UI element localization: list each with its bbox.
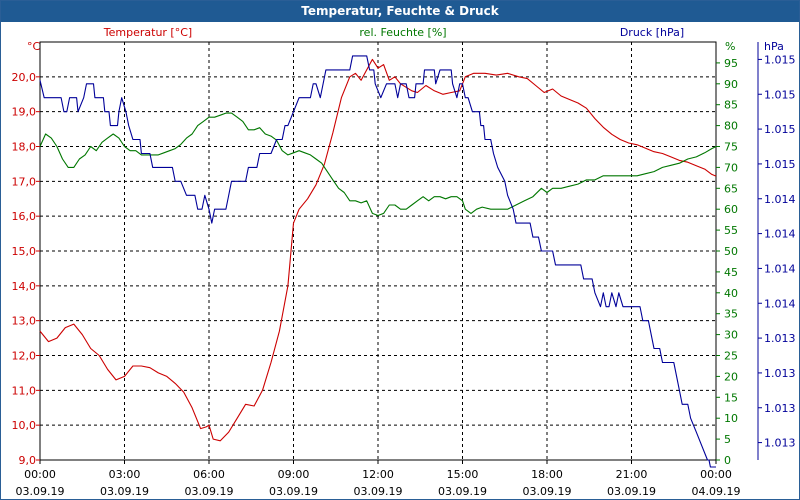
y-label-temperature: 14,0 xyxy=(12,280,37,293)
y-label-temperature: 16,0 xyxy=(12,210,37,223)
legend-pressure: Druck [hPa] xyxy=(620,26,684,39)
x-tick-date: 03.09.19 xyxy=(269,485,318,498)
y-label-pressure: 1.013 xyxy=(764,332,796,345)
y-label-pressure: 1.013 xyxy=(764,402,796,415)
y-label-humidity: 90 xyxy=(724,78,738,91)
y-label-humidity: 75 xyxy=(724,141,738,154)
y-label-temperature: 11,0 xyxy=(12,384,37,397)
y-label-pressure: 1.014 xyxy=(764,297,796,310)
y-label-humidity: 25 xyxy=(724,350,738,363)
y-label-humidity: 95 xyxy=(724,57,738,70)
y-label-humidity: 55 xyxy=(724,224,738,237)
y-label-pressure: 1.013 xyxy=(764,437,796,450)
series-humidity xyxy=(39,112,717,217)
grid-lines xyxy=(40,42,716,460)
series-pressure xyxy=(39,55,716,468)
chart-title: Temperatur, Feuchte & Druck xyxy=(1,1,799,22)
x-tick-time: 09:00 xyxy=(278,468,310,481)
x-tick-date: 04.09.19 xyxy=(692,485,741,498)
axis-labels: 00:00 03.09.19 03:00 03.09.19 06:00 03.09.19 0… xyxy=(12,53,796,498)
legend-humidity: rel. Feuchte [%] xyxy=(359,26,446,39)
legend-temperature: Temperatur [°C] xyxy=(103,26,192,39)
y-label-pressure: 1.014 xyxy=(764,193,796,206)
y-label-temperature: 9,0 xyxy=(19,454,37,467)
y-label-temperature: 13,0 xyxy=(12,315,37,328)
y-label-temperature: 12,0 xyxy=(12,350,37,363)
x-tick-time: 00:00 xyxy=(700,468,732,481)
y-label-pressure: 1.015 xyxy=(764,158,796,171)
y-label-pressure: 1.015 xyxy=(764,53,796,66)
x-tick-date: 03.09.19 xyxy=(354,485,403,498)
unit-temperature: °C xyxy=(27,40,41,53)
x-tick-time: 12:00 xyxy=(362,468,394,481)
x-tick-date: 03.09.19 xyxy=(185,485,234,498)
y-label-humidity: 50 xyxy=(724,245,738,258)
y-label-temperature: 10,0 xyxy=(12,419,37,432)
y-label-humidity: 30 xyxy=(724,329,738,342)
y-label-pressure: 1.014 xyxy=(764,228,796,241)
y-label-humidity: 70 xyxy=(724,161,738,174)
x-tick-time: 03:00 xyxy=(109,468,141,481)
y-label-humidity: 10 xyxy=(724,412,738,425)
y-label-humidity: 5 xyxy=(724,433,731,446)
x-tick-time: 00:00 xyxy=(24,468,56,481)
y-label-humidity: 80 xyxy=(724,120,738,133)
y-label-pressure: 1.014 xyxy=(764,262,796,275)
x-tick-date: 03.09.19 xyxy=(438,485,487,498)
x-tick-time: 06:00 xyxy=(193,468,225,481)
y-label-temperature: 15,0 xyxy=(12,245,37,258)
x-tick-time: 15:00 xyxy=(447,468,479,481)
unit-pressure: hPa xyxy=(764,40,784,53)
y-label-humidity: 35 xyxy=(724,308,738,321)
y-label-temperature: 19,0 xyxy=(12,106,37,119)
series-lines xyxy=(39,55,717,468)
y-label-humidity: 85 xyxy=(724,99,738,112)
y-label-humidity: 65 xyxy=(724,182,738,195)
axis-ticks xyxy=(36,42,762,464)
y-label-humidity: 20 xyxy=(724,370,738,383)
x-tick-time: 21:00 xyxy=(616,468,648,481)
y-label-temperature: 18,0 xyxy=(12,141,37,154)
y-label-pressure: 1.015 xyxy=(764,88,796,101)
y-label-temperature: 17,0 xyxy=(12,175,37,188)
x-tick-time: 18:00 xyxy=(531,468,563,481)
y-label-humidity: 15 xyxy=(724,391,738,404)
x-tick-date: 03.09.19 xyxy=(607,485,656,498)
y-label-pressure: 1.015 xyxy=(764,123,796,136)
series-temperature xyxy=(39,58,717,442)
y-label-pressure: 1.013 xyxy=(764,367,796,380)
y-label-humidity: 45 xyxy=(724,266,738,279)
x-tick-date: 03.09.19 xyxy=(523,485,572,498)
unit-humidity: % xyxy=(725,40,735,53)
x-tick-date: 03.09.19 xyxy=(16,485,65,498)
y-label-temperature: 20,0 xyxy=(12,71,37,84)
y-label-humidity: 40 xyxy=(724,287,738,300)
y-label-humidity: 0 xyxy=(724,454,731,467)
y-label-humidity: 60 xyxy=(724,203,738,216)
x-tick-date: 03.09.19 xyxy=(100,485,149,498)
